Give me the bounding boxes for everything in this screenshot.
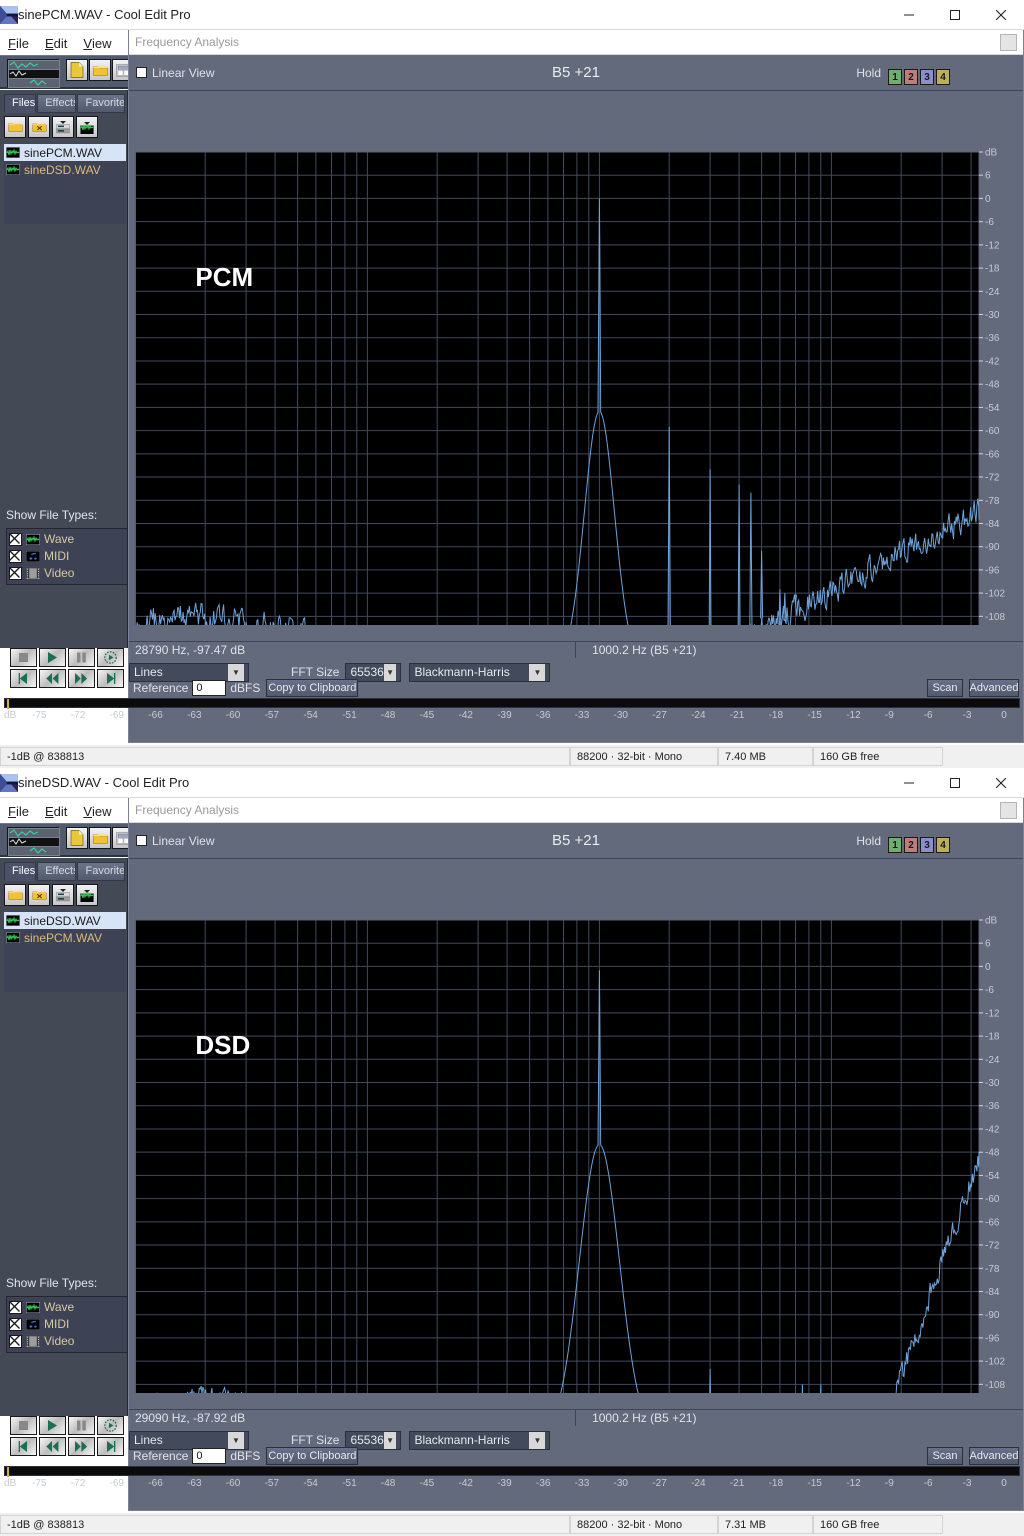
svg-text:-90: -90 bbox=[985, 1310, 1000, 1321]
svg-text:-84: -84 bbox=[985, 519, 1000, 530]
svg-text:-24: -24 bbox=[985, 287, 1000, 298]
svg-text:-72: -72 bbox=[985, 1241, 1000, 1252]
svg-text:-30: -30 bbox=[985, 1078, 1000, 1089]
svg-text:DSD: DSD bbox=[195, 1030, 250, 1060]
svg-text:dB: dB bbox=[985, 148, 998, 159]
svg-text:-108: -108 bbox=[985, 1380, 1005, 1391]
svg-text:-24: -24 bbox=[985, 1055, 1000, 1066]
svg-text:6: 6 bbox=[985, 171, 991, 182]
svg-text:-60: -60 bbox=[985, 426, 1000, 437]
svg-text:-18: -18 bbox=[985, 264, 1000, 275]
svg-text:-72: -72 bbox=[985, 473, 1000, 484]
svg-text:-84: -84 bbox=[985, 1287, 1000, 1298]
svg-text:-102: -102 bbox=[985, 1357, 1005, 1368]
svg-text:-12: -12 bbox=[985, 240, 1000, 251]
svg-text:-102: -102 bbox=[985, 589, 1005, 600]
svg-text:-36: -36 bbox=[985, 1101, 1000, 1112]
svg-text:-66: -66 bbox=[985, 449, 1000, 460]
svg-text:0: 0 bbox=[985, 194, 991, 205]
svg-text:-48: -48 bbox=[985, 1148, 1000, 1159]
svg-text:-48: -48 bbox=[985, 380, 1000, 391]
svg-text:PCM: PCM bbox=[195, 262, 253, 292]
svg-text:-54: -54 bbox=[985, 403, 1000, 414]
svg-text:-60: -60 bbox=[985, 1194, 1000, 1205]
svg-text:6: 6 bbox=[985, 939, 991, 950]
svg-text:-90: -90 bbox=[985, 542, 1000, 553]
svg-text:-78: -78 bbox=[985, 1264, 1000, 1275]
svg-text:0: 0 bbox=[985, 962, 991, 973]
svg-text:-6: -6 bbox=[985, 217, 994, 228]
svg-text:-96: -96 bbox=[985, 1333, 1000, 1344]
svg-text:-18: -18 bbox=[985, 1032, 1000, 1043]
svg-text:-30: -30 bbox=[985, 310, 1000, 321]
svg-text:-12: -12 bbox=[985, 1008, 1000, 1019]
svg-text:-96: -96 bbox=[985, 565, 1000, 576]
svg-text:-42: -42 bbox=[985, 1125, 1000, 1136]
svg-text:-108: -108 bbox=[985, 612, 1005, 623]
svg-text:dB: dB bbox=[985, 916, 998, 927]
svg-text:-78: -78 bbox=[985, 496, 1000, 507]
svg-text:-42: -42 bbox=[985, 357, 1000, 368]
svg-text:-54: -54 bbox=[985, 1171, 1000, 1182]
svg-text:-6: -6 bbox=[985, 985, 994, 996]
svg-text:-66: -66 bbox=[985, 1217, 1000, 1228]
svg-text:-36: -36 bbox=[985, 333, 1000, 344]
